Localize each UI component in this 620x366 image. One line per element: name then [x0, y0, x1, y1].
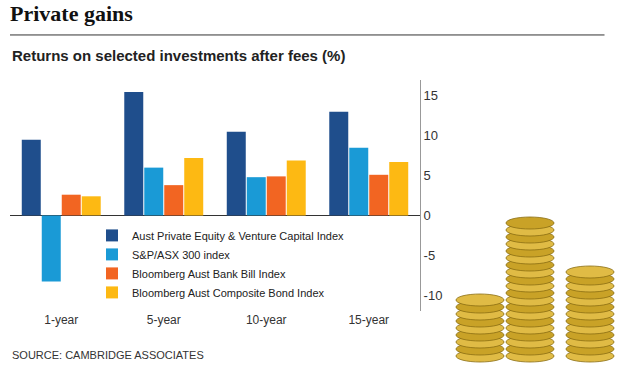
svg-text:10: 10	[424, 128, 438, 143]
svg-text:10-year: 10-year	[246, 313, 287, 327]
svg-text:SOURCE: CAMBRIDGE ASSOCIATES: SOURCE: CAMBRIDGE ASSOCIATES	[12, 349, 204, 361]
svg-text:15-year: 15-year	[348, 313, 389, 327]
svg-text:Bloomberg Aust Bank Bill Index: Bloomberg Aust Bank Bill Index	[132, 268, 286, 280]
svg-text:Aust Private Equity & Venture: Aust Private Equity & Venture Capital In…	[132, 230, 344, 242]
svg-text:Private gains: Private gains	[10, 1, 133, 26]
svg-text:Bloomberg Aust Composite Bond: Bloomberg Aust Composite Bond Index	[132, 287, 325, 299]
svg-text:S&P/ASX 300 index: S&P/ASX 300 index	[132, 249, 230, 261]
svg-text:0: 0	[424, 208, 431, 223]
svg-text:-5: -5	[424, 248, 436, 263]
svg-text:5-year: 5-year	[147, 313, 181, 327]
svg-text:15: 15	[424, 88, 438, 103]
svg-text:5: 5	[424, 168, 431, 183]
svg-text:1-year: 1-year	[44, 313, 78, 327]
svg-text:-10: -10	[424, 288, 443, 303]
svg-text:Returns on selected investment: Returns on selected investments after fe…	[12, 47, 345, 64]
